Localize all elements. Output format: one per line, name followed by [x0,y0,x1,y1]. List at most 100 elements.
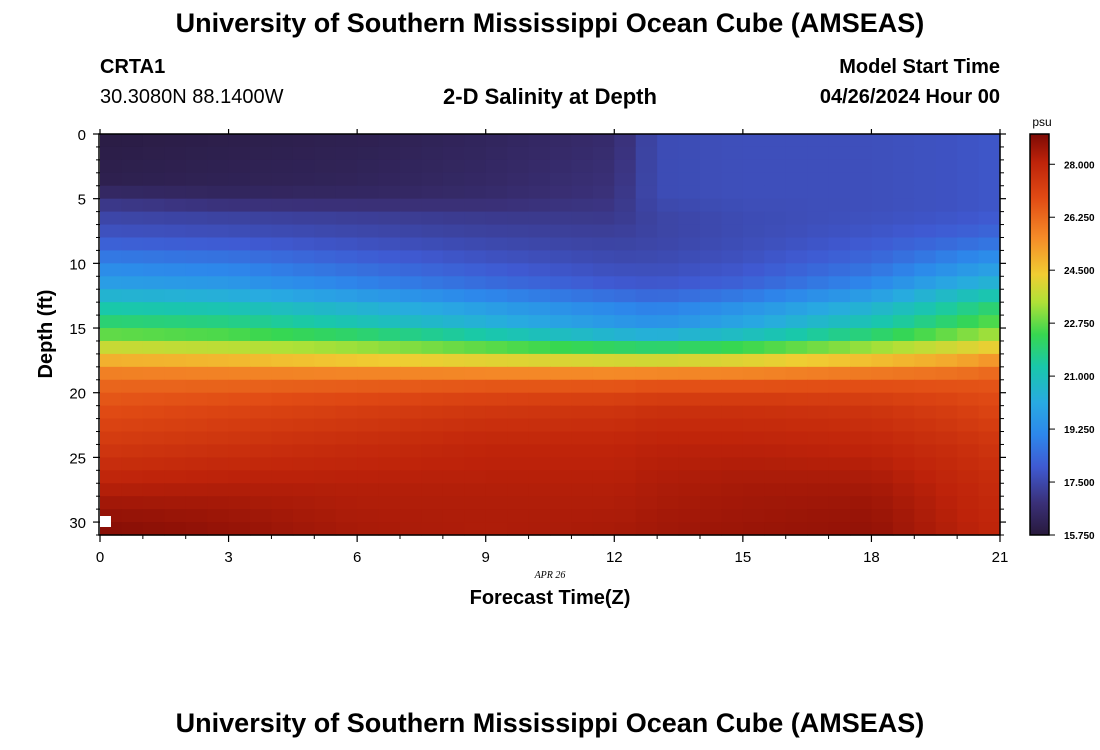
heatmap-cell [335,263,358,277]
heatmap-cell [914,470,937,484]
heatmap-cell [292,522,315,536]
heatmap-cell [657,250,680,264]
heatmap-cell [914,263,937,277]
heatmap-cell [485,211,508,226]
heatmap-cell [721,483,744,497]
heatmap-cell [614,522,637,536]
heatmap-cell [785,353,808,368]
heatmap-cell [592,431,615,446]
heatmap-cell [550,302,573,316]
model-start-label: Model Start Time [839,56,1000,78]
heatmap-cell [721,431,744,446]
heatmap-cell [271,211,294,226]
heatmap-cell [421,146,444,161]
colorbar-unit: psu [1032,115,1051,129]
heatmap-cell [742,340,765,355]
heatmap-cell [464,405,487,420]
heatmap-cell [271,522,294,536]
heatmap-cell [614,328,637,342]
heatmap-cell [571,289,594,303]
heatmap-cell [614,263,637,277]
heatmap-cell [292,379,315,394]
heatmap-cell [228,237,251,252]
heatmap-cell [614,431,637,446]
heatmap-cell [978,302,1001,316]
heatmap-cell [528,470,551,484]
heatmap-cell [292,444,315,458]
heatmap-cell [421,483,444,497]
heatmap-cell [657,431,680,446]
heatmap-cell [935,353,958,368]
heatmap-cell [164,392,187,407]
heatmap-cell [700,146,723,161]
heatmap-cell [164,315,187,329]
heatmap-cell [442,509,465,523]
heatmap-cell [850,302,873,316]
heatmap-cell [314,457,337,471]
heatmap-cell [721,418,744,433]
heatmap-cell [592,470,615,484]
heatmap-cell [378,522,401,536]
heatmap-cell [850,340,873,355]
heatmap-cell [335,289,358,303]
heatmap-cell [335,211,358,226]
heatmap-cell [421,379,444,394]
heatmap-cell [592,237,615,252]
heatmap-cell [464,172,487,187]
heatmap-cell [442,159,465,174]
heatmap-cell [400,198,423,213]
heatmap-cell [164,457,187,471]
heatmap-cell [742,522,765,536]
heatmap-cell [142,392,165,407]
heatmap-cell [721,328,744,342]
heatmap-cell [250,483,273,497]
heatmap-cell [721,315,744,329]
heatmap-cell [121,159,144,174]
heatmap-cell [185,470,208,484]
heatmap-cell [314,509,337,523]
heatmap-cell [700,134,723,148]
heatmap-cell [464,431,487,446]
heatmap-cell [850,185,873,200]
heatmap-cell [871,431,894,446]
heatmap-cell [185,392,208,407]
heatmap-cell [721,392,744,407]
heatmap-cell [550,224,573,239]
heatmap-cell [807,198,830,213]
heatmap-cell [292,457,315,471]
heatmap-cell [785,418,808,433]
heatmap-cell [164,405,187,420]
heatmap-cell [657,366,680,381]
heatmap-cell [785,405,808,420]
heatmap-cell [271,444,294,458]
heatmap-cell [121,340,144,355]
heatmap-cell [764,276,787,290]
heatmap-cell [357,302,380,316]
heatmap-cell [142,340,165,355]
heatmap-cell [592,405,615,420]
heatmap-cell [378,185,401,200]
heatmap-cell [657,353,680,368]
heatmap-cell [314,224,337,239]
heatmap-cell [807,263,830,277]
heatmap-cell [657,159,680,174]
heatmap-cell [957,470,980,484]
heatmap-cell [828,146,851,161]
heatmap-cell [121,302,144,316]
heatmap-cell [464,483,487,497]
heatmap-cell [678,172,701,187]
x-tick-label: 3 [224,549,232,566]
heatmap-cell [442,470,465,484]
heatmap-cell [442,263,465,277]
heatmap-cell [914,237,937,252]
x-tick-label: 0 [96,549,104,566]
heatmap-cell [357,172,380,187]
page-title: University of Southern Mississippi Ocean… [175,8,925,38]
heatmap-cell [292,224,315,239]
heatmap-cell [764,366,787,381]
heatmap-cell [571,172,594,187]
heatmap-cell [828,198,851,213]
heatmap-cell [400,328,423,342]
heatmap-cell [935,172,958,187]
heatmap-cell [678,159,701,174]
